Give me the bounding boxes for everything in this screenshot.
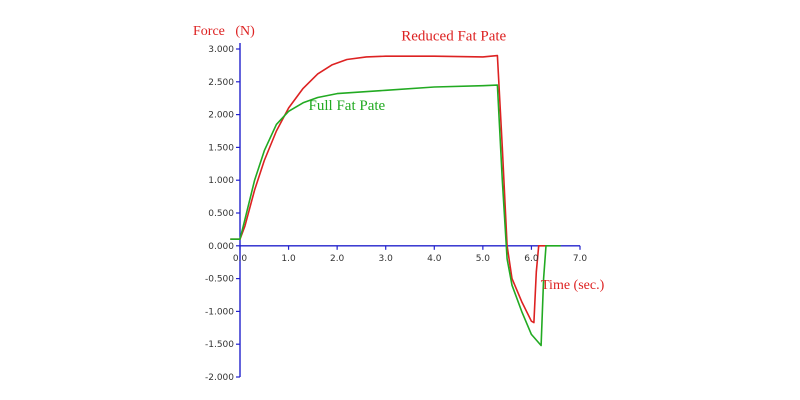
x-tick-label: 3.0: [379, 254, 394, 264]
axes: [236, 43, 581, 378]
y-tick-label: 1.500: [208, 143, 234, 153]
y-tick-label: 1.000: [208, 176, 234, 186]
series-layer: [230, 54, 561, 347]
series-label: Full Fat Pate: [309, 98, 386, 114]
x-tick-label: 6.0: [524, 254, 539, 264]
y-tick-label: -1.500: [205, 340, 234, 350]
x-tick-label: 5.0: [476, 254, 491, 264]
series-label: Reduced Fat Pate: [401, 28, 506, 44]
y-tick-label: -0.500: [205, 275, 234, 285]
series-line-reduced-fat-pate: [230, 54, 546, 324]
y-tick-label: 2.000: [208, 111, 234, 121]
labels-layer: 3.000 2.500 2.000 1.500 1.000 0.500 0.000 -0.50…: [193, 24, 605, 383]
y-tick-label: 0.000: [208, 242, 234, 252]
y-tick-label: -1.000: [205, 307, 234, 317]
y-tick-label: -2.000: [205, 373, 234, 383]
x-tick-label: 1.0: [281, 254, 296, 264]
x-tick-label: 4.0: [427, 254, 442, 264]
x-tick-label: 0.0: [233, 254, 248, 264]
y-axis-title: Force (N): [193, 24, 255, 39]
series-line-full-fat-pate: [230, 84, 561, 347]
x-tick-label: 7.0: [573, 254, 588, 264]
x-tick-label: 2.0: [330, 254, 345, 264]
x-axis-title: Time (sec.): [541, 278, 605, 293]
y-tick-label: 0.500: [208, 209, 234, 219]
y-tick-label: 3.000: [208, 45, 234, 55]
y-tick-label: 2.500: [208, 78, 234, 88]
